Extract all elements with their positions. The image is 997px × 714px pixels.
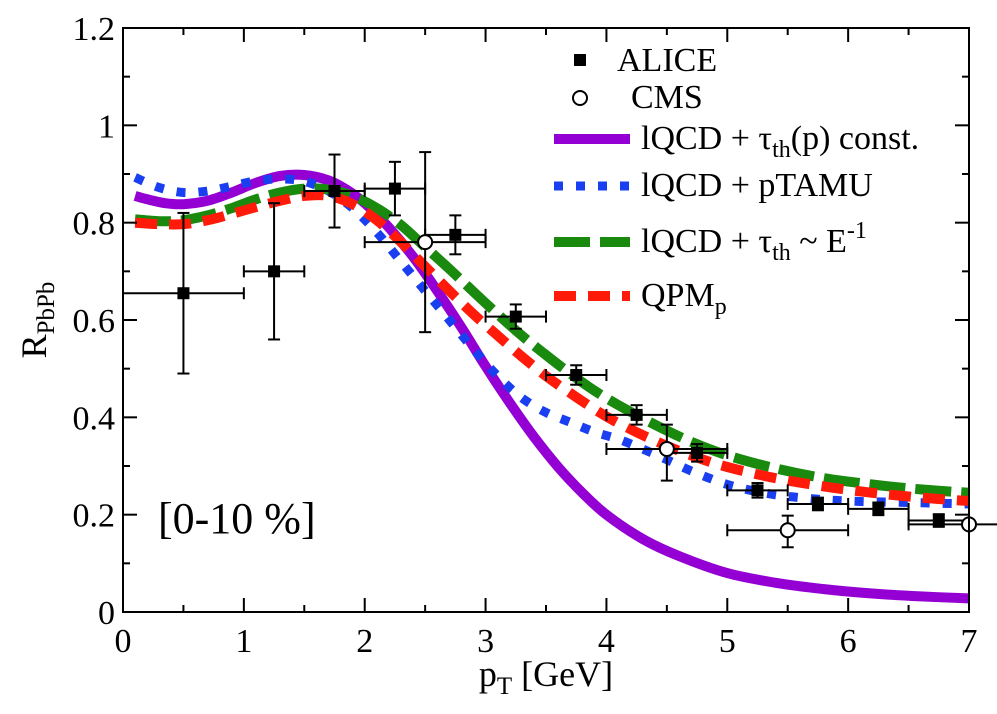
y-tick-label: 1.2 bbox=[73, 11, 116, 48]
curve-const bbox=[133, 169, 970, 604]
alice-marker bbox=[328, 185, 341, 198]
alice-marker bbox=[388, 182, 401, 195]
legend-swatch-cms bbox=[572, 90, 588, 106]
legend-label-alice: ALICE bbox=[617, 42, 717, 79]
x-tick-label: 7 bbox=[961, 623, 978, 660]
legend-entry-qpm: QPMp bbox=[554, 277, 727, 320]
alice-point bbox=[242, 202, 306, 341]
curve-ptamu bbox=[133, 173, 970, 509]
axis-ticks: 0 1 2 3 4 5 6 7 0 0.2 0.4 0.6 0.8 1 1.2 bbox=[73, 11, 978, 660]
legend-label-cms: CMS bbox=[631, 79, 703, 116]
y-tick-label: 0.4 bbox=[73, 400, 116, 437]
alice-point bbox=[605, 404, 668, 426]
x-tick-label: 6 bbox=[840, 623, 857, 660]
cms-marker bbox=[417, 234, 434, 251]
legend-label-einv: lQCD + τth ~ E-1 bbox=[641, 218, 867, 266]
cms-point bbox=[726, 514, 850, 549]
alice-point bbox=[786, 496, 850, 512]
legend-entry-ptamu: lQCD + pTAMU bbox=[554, 167, 873, 204]
legend-label-qpm: QPMp bbox=[641, 277, 727, 320]
x-tick-label: 5 bbox=[719, 623, 736, 660]
legend-entry-alice: ALICE bbox=[574, 42, 717, 79]
legend-entry-cms: CMS bbox=[572, 79, 703, 116]
x-tick-label: 0 bbox=[115, 623, 132, 660]
y-tick-label: 0.2 bbox=[73, 498, 116, 535]
centrality-annotation: [0-10 %] bbox=[158, 494, 316, 543]
y-axis-label: RPbPb bbox=[14, 282, 60, 359]
y-tick-label: 0.6 bbox=[73, 303, 116, 340]
data-points bbox=[122, 151, 997, 549]
alice-point bbox=[122, 211, 245, 375]
legend-swatch-alice bbox=[574, 54, 586, 66]
model-curves bbox=[133, 169, 970, 604]
x-tick-label: 2 bbox=[356, 623, 373, 660]
alice-point bbox=[303, 153, 366, 229]
alice-point bbox=[363, 160, 427, 217]
x-tick-label: 3 bbox=[477, 623, 494, 660]
x-axis-label: pT [GeV] bbox=[479, 654, 613, 700]
alice-point bbox=[726, 482, 789, 499]
legend: ALICE CMS lQCD + τth(p) const. lQCD + pT… bbox=[554, 42, 919, 320]
legend-label-const: lQCD + τth(p) const. bbox=[641, 120, 919, 163]
cms-point bbox=[605, 423, 729, 482]
alice-marker bbox=[509, 310, 522, 323]
cms-marker bbox=[658, 440, 675, 457]
alice-point bbox=[847, 501, 910, 517]
alice-marker bbox=[449, 228, 462, 241]
alice-point bbox=[545, 364, 608, 386]
y-tick-label: 1 bbox=[98, 108, 115, 145]
alice-marker bbox=[751, 484, 764, 497]
alice-point bbox=[484, 303, 547, 330]
x-tick-label: 4 bbox=[598, 623, 615, 660]
x-tick-label: 1 bbox=[235, 623, 252, 660]
alice-marker bbox=[268, 265, 281, 278]
alice-marker bbox=[630, 408, 643, 421]
y-tick-label: 0.8 bbox=[73, 206, 116, 243]
y-tick-label: 0 bbox=[98, 595, 115, 632]
alice-marker bbox=[177, 287, 190, 300]
legend-label-ptamu: lQCD + pTAMU bbox=[641, 167, 873, 204]
cms-point bbox=[363, 151, 487, 334]
curve-einv bbox=[134, 183, 970, 498]
curve-qpm bbox=[134, 190, 970, 506]
alice-marker bbox=[570, 368, 583, 381]
legend-entry-einv: lQCD + τth ~ E-1 bbox=[554, 218, 867, 266]
alice-marker bbox=[872, 502, 885, 515]
legend-entry-const: lQCD + τth(p) const. bbox=[554, 120, 919, 163]
cms-marker bbox=[779, 522, 796, 539]
alice-marker bbox=[811, 497, 824, 510]
